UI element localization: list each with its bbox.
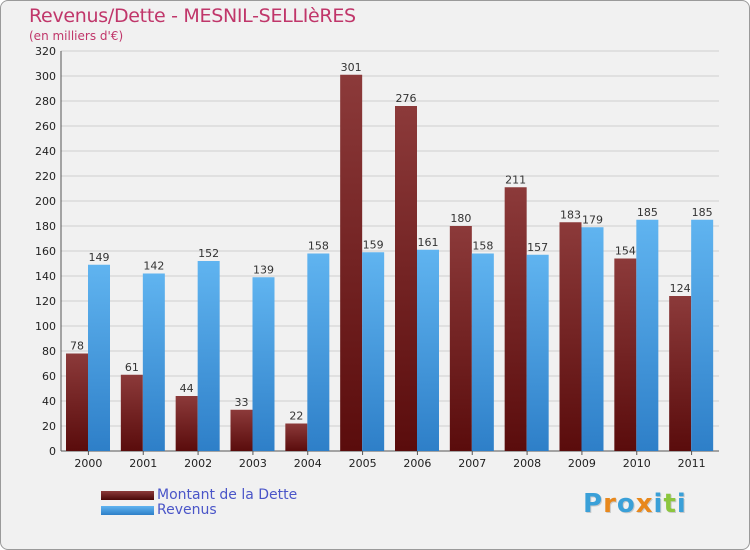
bar-revenue-2011	[691, 219, 714, 451]
logo-letter: t	[663, 489, 677, 519]
bar-revenue-2004	[307, 253, 330, 451]
bar-debt-2005	[340, 74, 363, 451]
bar-revenue-2006	[417, 249, 439, 451]
x-tick-label-2006: 2006	[403, 457, 431, 470]
bar-debt-2006	[395, 106, 417, 451]
legend-swatch-revenue	[101, 505, 154, 515]
bar-revenue-2008	[526, 254, 549, 451]
bar-revenue-2003	[252, 277, 275, 451]
bar-debt-2001	[120, 374, 143, 451]
data-label-debt-2009: 183	[560, 208, 581, 221]
x-tick-label-2011: 2011	[678, 457, 706, 470]
bar-revenue-2001	[142, 273, 165, 451]
x-tick-label-2010: 2010	[623, 457, 651, 470]
logo-letter: r	[603, 489, 617, 519]
y-tick-label: 240	[35, 145, 56, 158]
bars	[66, 74, 714, 451]
data-label-revenue-2009: 179	[582, 213, 603, 226]
bar-debt-2002	[175, 396, 198, 451]
data-label-revenue-2004: 158	[308, 240, 329, 253]
chart-subtitle: (en milliers d'€)	[29, 29, 124, 43]
legend-label-revenue: Revenus	[157, 502, 217, 518]
bar-debt-2010	[614, 258, 637, 451]
bar-debt-2008	[504, 187, 527, 451]
legend-item-debt: Montant de la Dette	[101, 487, 297, 503]
x-tick-label-2003: 2003	[239, 457, 267, 470]
data-label-debt-2001: 61	[125, 361, 139, 374]
data-label-revenue-2006: 161	[418, 236, 439, 249]
bar-revenue-2007	[471, 253, 494, 451]
x-tick-label-2009: 2009	[568, 457, 596, 470]
y-tick-label: 80	[42, 345, 56, 358]
data-label-revenue-2001: 142	[143, 260, 164, 273]
y-tick-label: 180	[35, 220, 56, 233]
chart-title: Revenus/Dette - MESNIL-SELLIèRES	[29, 5, 356, 27]
y-tick-label: 0	[49, 445, 56, 458]
x-tick-label-2005: 2005	[349, 457, 377, 470]
x-tick-label-2000: 2000	[74, 457, 102, 470]
y-tick-label: 320	[35, 45, 56, 58]
y-tick-label: 100	[35, 320, 56, 333]
y-tick-label: 260	[35, 120, 56, 133]
bar-debt-2003	[230, 409, 253, 451]
data-label-revenue-2010: 185	[637, 206, 658, 219]
data-label-revenue-2000: 149	[89, 251, 110, 264]
bar-revenue-2009	[581, 227, 604, 451]
x-tick-label-2007: 2007	[458, 457, 486, 470]
bar-debt-2011	[669, 296, 692, 451]
data-label-revenue-2011: 185	[692, 206, 713, 219]
bar-revenue-2010	[636, 219, 659, 451]
x-tick-label-2001: 2001	[129, 457, 157, 470]
legend-label-debt: Montant de la Dette	[157, 487, 298, 503]
proxiti-logo: Proxiti	[583, 489, 687, 519]
y-tick-label: 140	[35, 270, 56, 283]
bar-revenue-2000	[88, 264, 110, 451]
bar-debt-2004	[285, 423, 308, 451]
data-label-debt-2010: 154	[615, 245, 636, 258]
y-tick-label: 120	[35, 295, 56, 308]
bar-revenue-2005	[362, 252, 385, 451]
data-label-revenue-2008: 157	[527, 241, 548, 254]
y-tick-label: 60	[42, 370, 56, 383]
logo-letter: x	[635, 489, 654, 519]
axes: 0 20 40 60 80 100 120 140 160 180 200 220 240 260 280 3…	[35, 45, 719, 470]
data-label-debt-2004: 22	[289, 410, 303, 423]
x-tick-label-2004: 2004	[294, 457, 322, 470]
grid-lines	[61, 50, 719, 452]
bar-debt-2007	[449, 226, 472, 451]
data-label-debt-2003: 33	[235, 396, 249, 409]
data-label-debt-2011: 124	[670, 282, 691, 295]
data-label-revenue-2002: 152	[198, 247, 219, 260]
y-tick-label: 160	[35, 245, 56, 258]
bar-debt-2000	[66, 353, 88, 451]
logo-letter: i	[676, 489, 687, 519]
data-label-debt-2002: 44	[180, 382, 194, 395]
x-tick-label-2002: 2002	[184, 457, 212, 470]
bar-debt-2009	[559, 222, 582, 451]
data-label-debt-2000: 78	[70, 340, 84, 353]
data-label-revenue-2005: 159	[363, 238, 384, 251]
data-labels: 78 149 61 142 44 152 33 139 22 158 301 159 276 161 180…	[70, 61, 713, 423]
data-label-debt-2006: 276	[396, 92, 417, 105]
y-tick-label: 280	[35, 95, 56, 108]
x-tick-label-2008: 2008	[513, 457, 541, 470]
y-tick-label: 220	[35, 170, 56, 183]
y-tick-label: 300	[35, 70, 56, 83]
data-label-debt-2008: 211	[505, 173, 526, 186]
logo-letter: i	[653, 489, 664, 519]
logo-letter: P	[583, 489, 604, 519]
y-tick-label: 20	[42, 420, 56, 433]
data-label-revenue-2007: 158	[472, 240, 493, 253]
data-label-debt-2005: 301	[341, 61, 362, 74]
legend-swatch-debt	[101, 490, 154, 500]
logo-letter: o	[616, 489, 636, 519]
y-tick-label: 40	[42, 395, 56, 408]
data-label-debt-2007: 180	[450, 212, 471, 225]
data-label-revenue-2003: 139	[253, 263, 274, 276]
bar-revenue-2002	[197, 261, 220, 451]
y-tick-label: 200	[35, 195, 56, 208]
legend-item-revenue: Revenus	[101, 502, 217, 518]
